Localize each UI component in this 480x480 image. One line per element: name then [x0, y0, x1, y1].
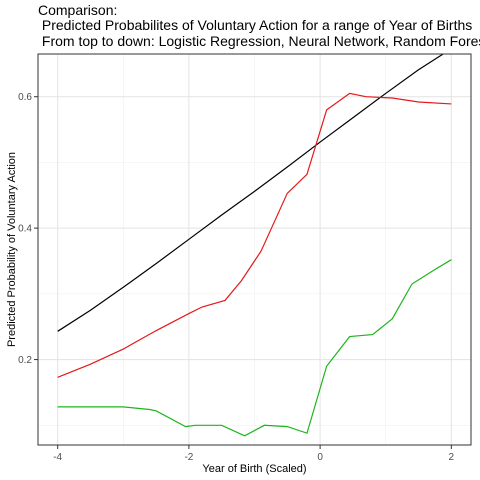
x-tick-label: 0 [317, 452, 323, 463]
y-axis-title: Predicted Probability of Voluntary Actio… [6, 152, 18, 347]
chart-title-line-2: Predicted Probabilites of Voluntary Acti… [38, 17, 472, 33]
y-tick-label: 0.4 [18, 224, 32, 235]
x-tick-label: -4 [53, 452, 62, 463]
x-tick-label: 2 [449, 452, 455, 463]
chart-title-line-1: Comparison: [38, 2, 117, 18]
grid [38, 54, 471, 445]
x-axis-title: Year of Birth (Scaled) [202, 463, 306, 475]
x-tick-label: -2 [184, 452, 193, 463]
chart-title-line-3: From top to down: Logistic Regression, N… [38, 33, 480, 49]
y-tick-label: 0.6 [18, 92, 32, 103]
y-tick-label: 0.2 [18, 355, 32, 366]
